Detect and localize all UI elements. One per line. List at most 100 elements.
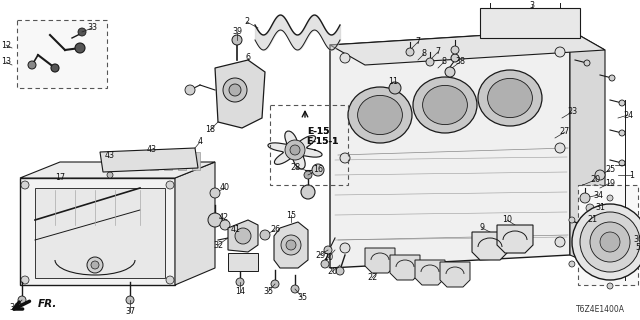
Text: 26: 26 — [270, 226, 280, 235]
Circle shape — [126, 296, 134, 304]
Circle shape — [406, 48, 414, 56]
Text: 18: 18 — [205, 125, 215, 134]
Circle shape — [18, 296, 26, 304]
Text: 21: 21 — [587, 215, 597, 225]
Text: 3: 3 — [529, 1, 534, 10]
Polygon shape — [497, 225, 533, 253]
Circle shape — [609, 185, 615, 191]
Text: 17: 17 — [55, 173, 65, 182]
Circle shape — [141, 153, 149, 161]
Circle shape — [236, 278, 244, 286]
Text: 39: 39 — [232, 28, 242, 36]
Text: 31: 31 — [595, 204, 605, 212]
Text: 19: 19 — [605, 179, 615, 188]
Circle shape — [78, 28, 86, 36]
Text: 32: 32 — [213, 241, 223, 250]
Circle shape — [426, 58, 434, 66]
Polygon shape — [164, 152, 172, 170]
Text: T6Z4E1400A: T6Z4E1400A — [576, 305, 625, 314]
Polygon shape — [472, 232, 508, 260]
Text: 20: 20 — [327, 268, 337, 276]
Polygon shape — [330, 30, 605, 65]
Ellipse shape — [413, 77, 477, 133]
Text: 8: 8 — [442, 58, 447, 67]
Circle shape — [569, 261, 575, 267]
Text: 38: 38 — [455, 58, 465, 67]
Circle shape — [555, 237, 565, 247]
Circle shape — [598, 200, 606, 208]
Circle shape — [324, 246, 332, 254]
Text: 4: 4 — [198, 138, 202, 147]
Polygon shape — [268, 131, 322, 169]
Circle shape — [235, 228, 251, 244]
Circle shape — [75, 43, 85, 53]
Circle shape — [260, 230, 270, 240]
Circle shape — [271, 280, 279, 288]
Circle shape — [569, 217, 575, 223]
Ellipse shape — [478, 70, 542, 126]
Circle shape — [290, 145, 300, 155]
Circle shape — [166, 276, 174, 284]
Text: E-15: E-15 — [307, 127, 329, 137]
Text: 40: 40 — [220, 183, 230, 193]
Text: 20: 20 — [323, 253, 333, 262]
Text: FR.: FR. — [38, 299, 58, 309]
Circle shape — [304, 171, 312, 179]
Circle shape — [107, 172, 113, 178]
Circle shape — [91, 261, 99, 269]
Circle shape — [229, 84, 241, 96]
Text: 6: 6 — [246, 53, 250, 62]
Circle shape — [21, 276, 29, 284]
Circle shape — [600, 232, 620, 252]
Text: 7: 7 — [415, 37, 420, 46]
Circle shape — [336, 267, 344, 275]
Ellipse shape — [422, 85, 467, 124]
Circle shape — [210, 188, 220, 198]
Polygon shape — [35, 188, 165, 278]
Text: 25: 25 — [605, 165, 615, 174]
Text: 9: 9 — [479, 223, 484, 233]
Circle shape — [340, 53, 350, 63]
Circle shape — [607, 195, 613, 201]
Bar — [578, 185, 638, 285]
Circle shape — [451, 46, 459, 54]
Polygon shape — [100, 148, 198, 172]
Text: 20: 20 — [590, 175, 600, 185]
Polygon shape — [415, 260, 445, 285]
Circle shape — [208, 213, 222, 227]
Text: 29: 29 — [315, 251, 325, 260]
Text: 34: 34 — [593, 190, 603, 199]
Circle shape — [619, 130, 625, 136]
Text: 12: 12 — [1, 41, 11, 50]
Circle shape — [609, 75, 615, 81]
Polygon shape — [215, 60, 265, 128]
Circle shape — [28, 61, 36, 69]
Polygon shape — [20, 178, 175, 285]
Circle shape — [586, 204, 594, 212]
Text: 1: 1 — [630, 171, 634, 180]
Circle shape — [87, 257, 103, 273]
Text: 37: 37 — [125, 308, 135, 316]
Circle shape — [106, 159, 114, 167]
Text: 8: 8 — [422, 50, 426, 59]
Text: E-15: E-15 — [307, 127, 329, 137]
Polygon shape — [274, 222, 308, 268]
Circle shape — [591, 185, 599, 193]
Circle shape — [580, 193, 590, 203]
Circle shape — [21, 181, 29, 189]
Circle shape — [51, 64, 59, 72]
Circle shape — [301, 185, 315, 199]
Circle shape — [321, 260, 329, 268]
Polygon shape — [570, 30, 605, 270]
Circle shape — [451, 54, 459, 62]
Polygon shape — [136, 152, 144, 170]
Text: 27: 27 — [560, 127, 570, 137]
Polygon shape — [20, 162, 215, 178]
Bar — [480, 8, 580, 38]
Polygon shape — [192, 152, 200, 170]
Circle shape — [445, 67, 455, 77]
Text: 33: 33 — [87, 23, 97, 33]
Text: 13: 13 — [1, 58, 11, 67]
Polygon shape — [390, 255, 420, 280]
Circle shape — [166, 181, 174, 189]
